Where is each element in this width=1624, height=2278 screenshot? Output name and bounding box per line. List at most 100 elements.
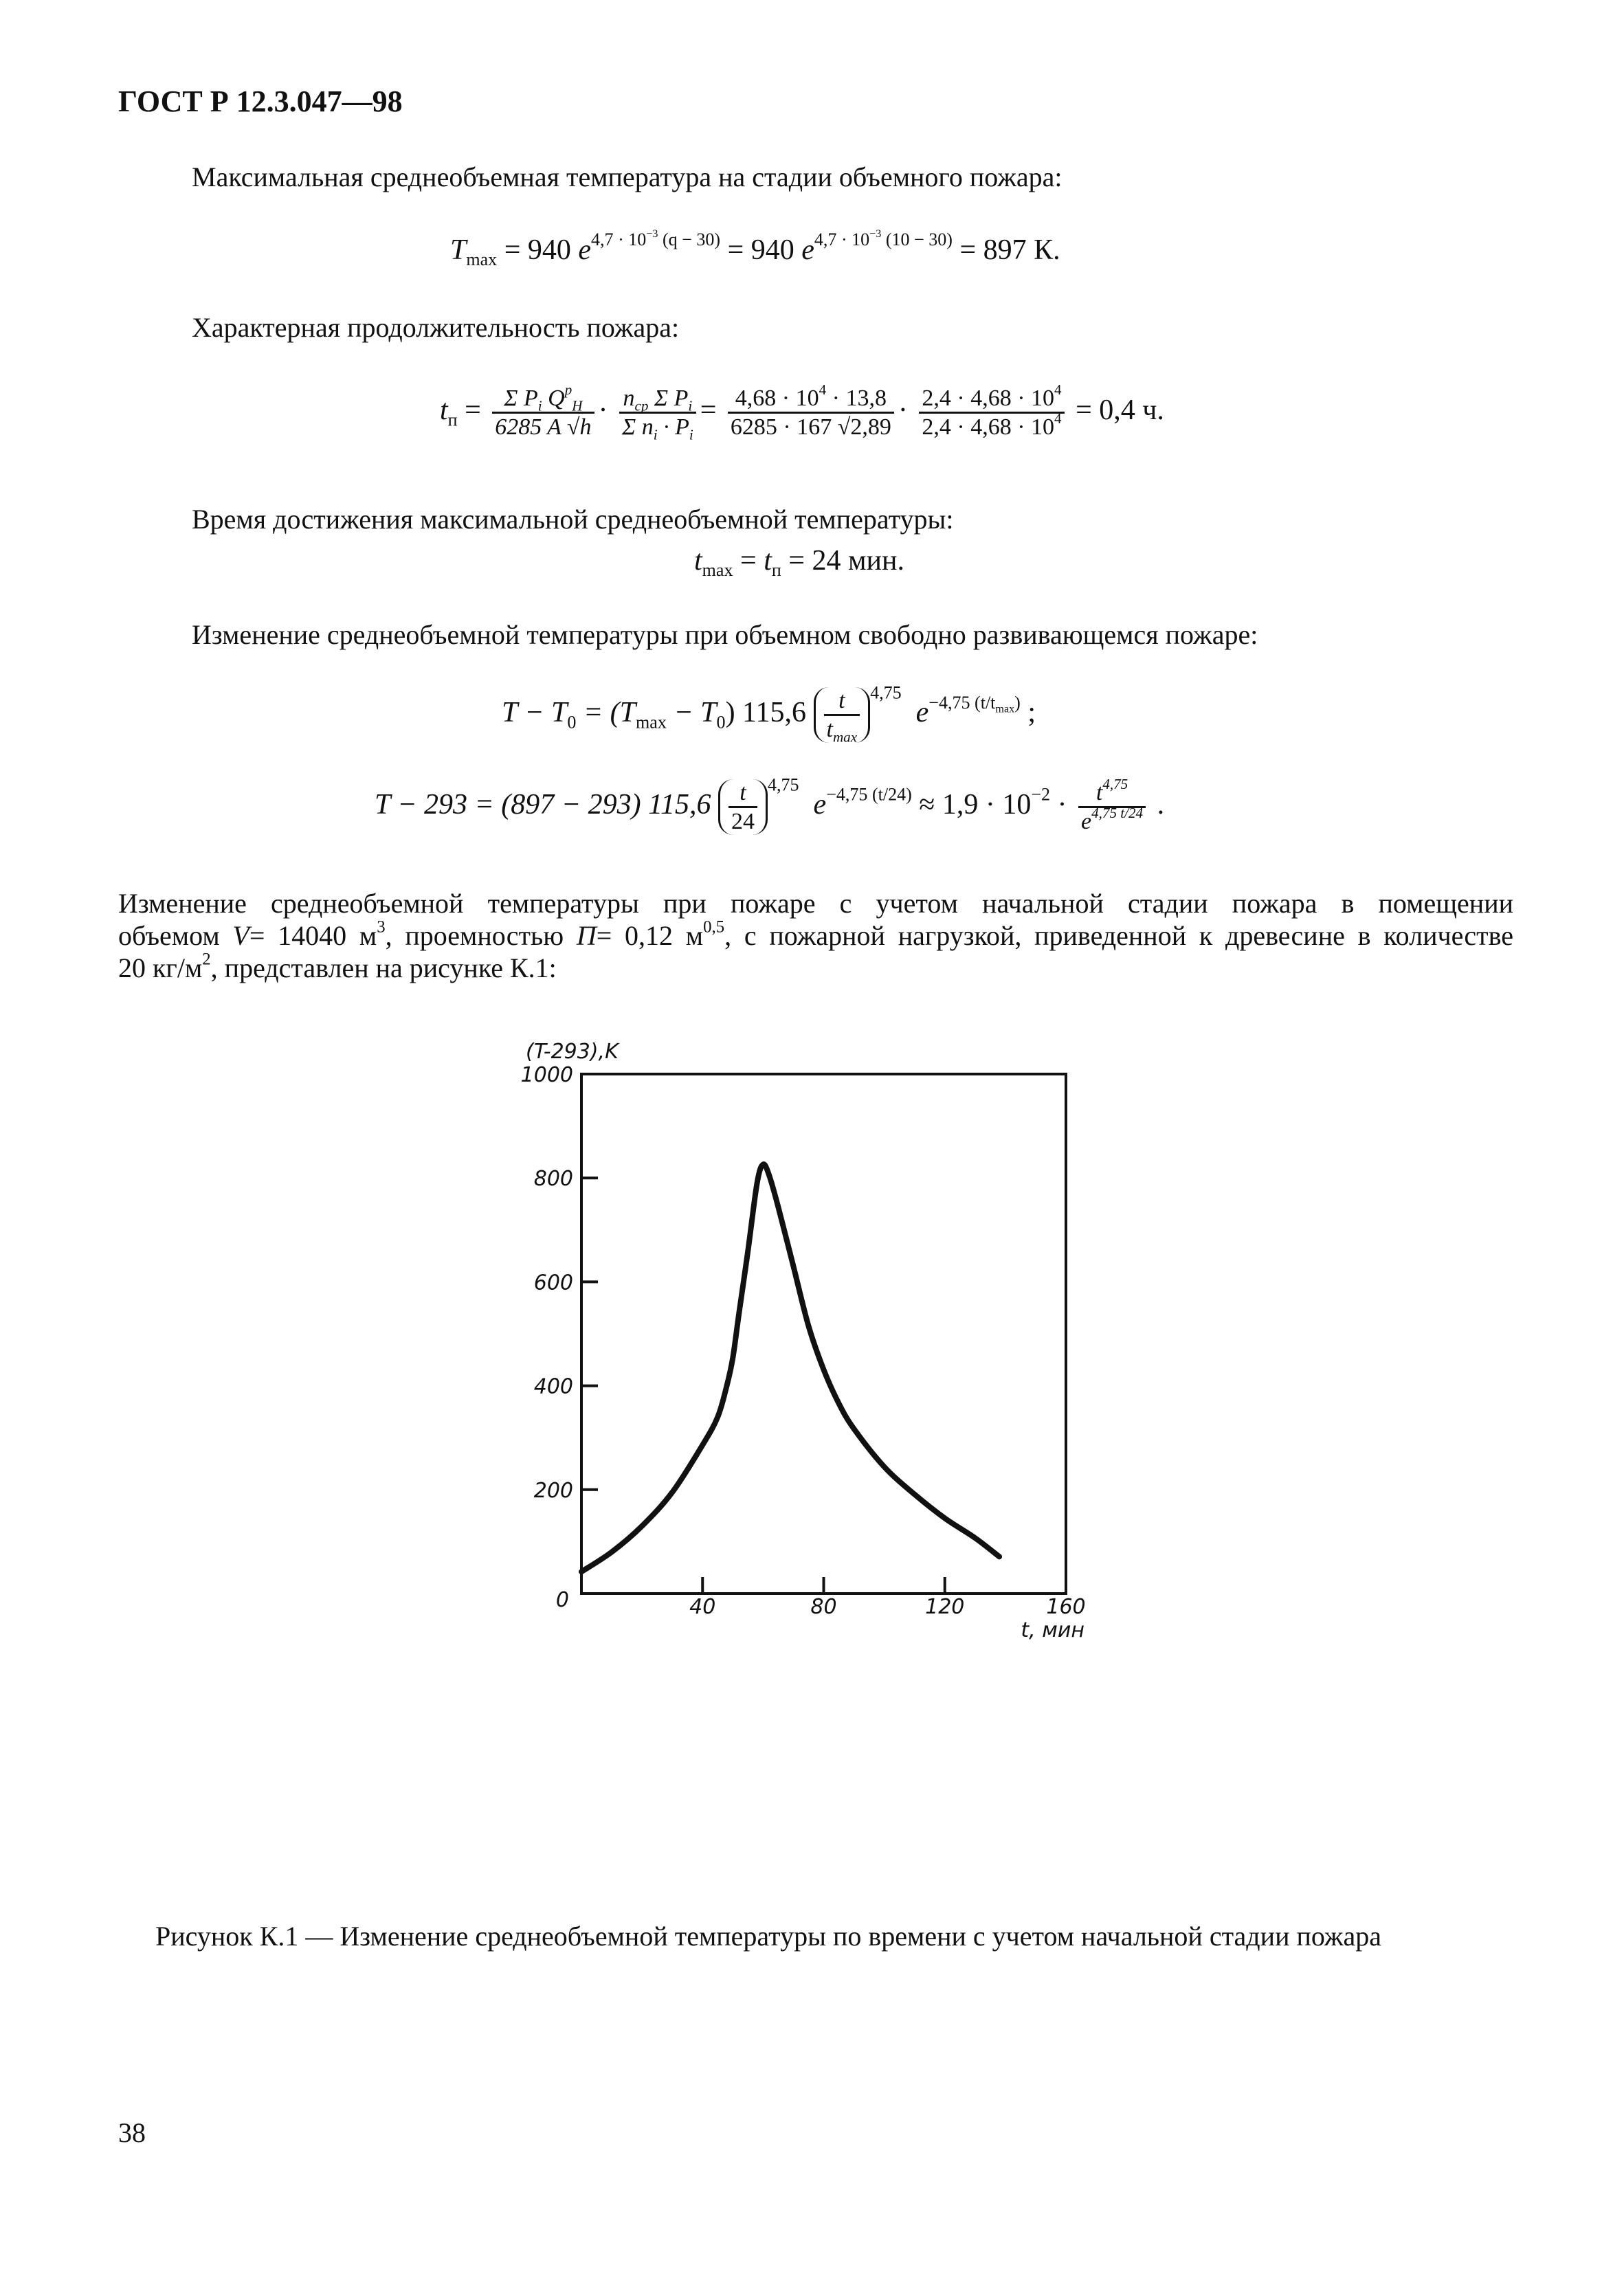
f-text: T − T: [502, 697, 568, 729]
fraction: 2,4 · 4,68 · 104 2,4 · 4,68 · 104: [919, 383, 1065, 440]
page-number: 38: [118, 2117, 146, 2148]
f-text: п: [447, 410, 458, 430]
f-text: i: [689, 426, 693, 443]
f-text: e: [915, 697, 929, 729]
f-text: ) 115,6: [725, 697, 806, 729]
y-tick-label: 400: [534, 1375, 573, 1399]
fraction: t 24: [728, 779, 757, 835]
f-text: −3: [646, 228, 658, 241]
f-text: 4,75: [1102, 776, 1128, 793]
f-text: max: [702, 560, 733, 581]
f-text: 0: [567, 712, 577, 733]
f-text: t: [826, 717, 833, 743]
formula-tmax: Tmax = 940 e4,7 · 10−3 (q − 30) = 940 e4…: [450, 229, 1060, 269]
f-text: , проемностью: [385, 920, 577, 951]
f-text: 4: [819, 381, 827, 399]
f-text: 6285 · 167 √2,89: [730, 414, 891, 440]
f-text: П: [576, 920, 597, 951]
f-text: ≈ 1,9 · 10: [911, 789, 1032, 821]
f-text: = 897 К.: [952, 234, 1060, 266]
f-text: i: [688, 397, 693, 414]
f-text: Σ P: [648, 386, 689, 411]
x-tick-label: 0: [556, 1588, 569, 1612]
f-text: 3: [377, 917, 386, 937]
f-text: 4,75: [767, 774, 799, 795]
f-text: max: [636, 712, 667, 733]
f-text: i: [653, 426, 658, 443]
paragraph-figure-intro-line2: объемом V= 14040 м3, проемностью П= 0,12…: [118, 919, 1513, 952]
paragraph-time-to-max: Время достижения максимальной среднеобъе…: [192, 504, 954, 535]
paragraph-fire-duration: Характерная продолжительность пожара:: [192, 312, 680, 343]
f-text: (q − 30): [658, 230, 721, 250]
paragraph-max-temperature: Максимальная среднеобъемная температура …: [192, 161, 1063, 192]
f-text: =: [733, 545, 764, 577]
f-text: , представлен на рисунке К.1:: [210, 952, 557, 983]
f-text: 0,5: [703, 917, 725, 937]
fraction: t tmax: [823, 687, 860, 746]
f-text: t: [694, 545, 702, 577]
paragraph-temperature-change: Изменение среднеобъемной температуры при…: [192, 619, 1258, 650]
f-text: Σ P: [504, 386, 538, 411]
x-tick-label: 160: [1046, 1595, 1085, 1619]
f-text: ·: [1050, 789, 1067, 821]
f-text: ср: [634, 397, 649, 414]
formula-tmax-time: tmax = tп = 24 мин.: [694, 544, 905, 581]
f-text: 6285 A √h: [495, 414, 592, 440]
f-text: t: [823, 687, 860, 717]
f-text: = 24 мин.: [781, 545, 905, 577]
figure-caption: Рисунок К.1 — Изменение среднеобъемной т…: [155, 1921, 1382, 1952]
parenthesis: t 24: [718, 779, 768, 836]
x-tick-label: 120: [925, 1595, 964, 1619]
formula-general: T − T0 = (Tmax − T0) 115,6 t tmax 4,75 e−4…: [502, 684, 1036, 746]
f-text: 2: [202, 950, 211, 969]
f-text: V: [232, 920, 249, 951]
f-text: = 940: [497, 234, 579, 266]
f-text: 20 кг/м: [118, 952, 203, 983]
fraction: t4,75 e4,75 t/24: [1078, 776, 1146, 835]
document-header: ГОСТ Р 12.3.047—98: [118, 85, 403, 118]
f-text: t: [1095, 780, 1103, 805]
f-text: .: [1150, 789, 1165, 821]
formula-fire-duration: tп = Σ Pi QрH 6285 A √h · nср Σ Pi Σ ni · P…: [440, 381, 1164, 443]
f-text: Q: [542, 386, 565, 411]
f-text: e: [578, 234, 592, 266]
f-text: −2: [1031, 784, 1051, 805]
f-text: , с пожарной нагрузкой, приведенной к др…: [724, 920, 1514, 951]
f-text: e: [801, 234, 814, 266]
f-text: · 13,8: [826, 386, 887, 411]
f-text: t: [728, 779, 757, 809]
fraction: nср Σ Pi Σ ni · Pi: [619, 385, 696, 443]
f-text: п: [771, 560, 781, 581]
f-text: (10 − 30): [881, 230, 953, 250]
f-text: р: [564, 381, 572, 399]
f-text: −4,75 (t/24): [826, 784, 912, 805]
f-text: 0: [716, 712, 726, 733]
fraction: 4,68 · 104 · 13,8 6285 · 167 √2,89: [727, 383, 894, 440]
f-text: = 0,4 ч.: [1076, 394, 1164, 427]
f-text: 24: [731, 809, 755, 835]
paragraph-figure-intro-line1: Изменение среднеобъемной температуры при…: [118, 888, 1513, 919]
f-text: = 940: [720, 234, 802, 266]
f-text: 4,75: [870, 682, 902, 703]
f-text: e: [1081, 809, 1092, 835]
f-text: T − 293 = (897 − 293) 115,6: [375, 789, 711, 821]
f-text: Σ n: [622, 414, 654, 440]
series-line: [579, 1161, 1003, 1575]
f-text: max: [995, 703, 1015, 715]
f-text: T: [450, 234, 467, 266]
f-text: e: [813, 789, 827, 821]
f-text: 4,7 · 10: [591, 230, 647, 250]
paragraph-figure-intro-line3: 20 кг/м2, представлен на рисунке К.1:: [118, 950, 557, 984]
f-text: max: [832, 728, 858, 746]
f-text: 4: [1054, 381, 1062, 399]
y-axis-label: (T-293),K: [526, 1040, 620, 1064]
f-text: ): [1014, 692, 1021, 713]
parenthesis: t tmax: [813, 687, 871, 746]
f-text: n: [623, 386, 635, 411]
y-tick-label: 200: [534, 1479, 573, 1503]
f-text: = 0,12 м: [596, 920, 704, 951]
f-text: = 14040 м: [249, 920, 377, 951]
f-text: ;: [1020, 697, 1036, 729]
